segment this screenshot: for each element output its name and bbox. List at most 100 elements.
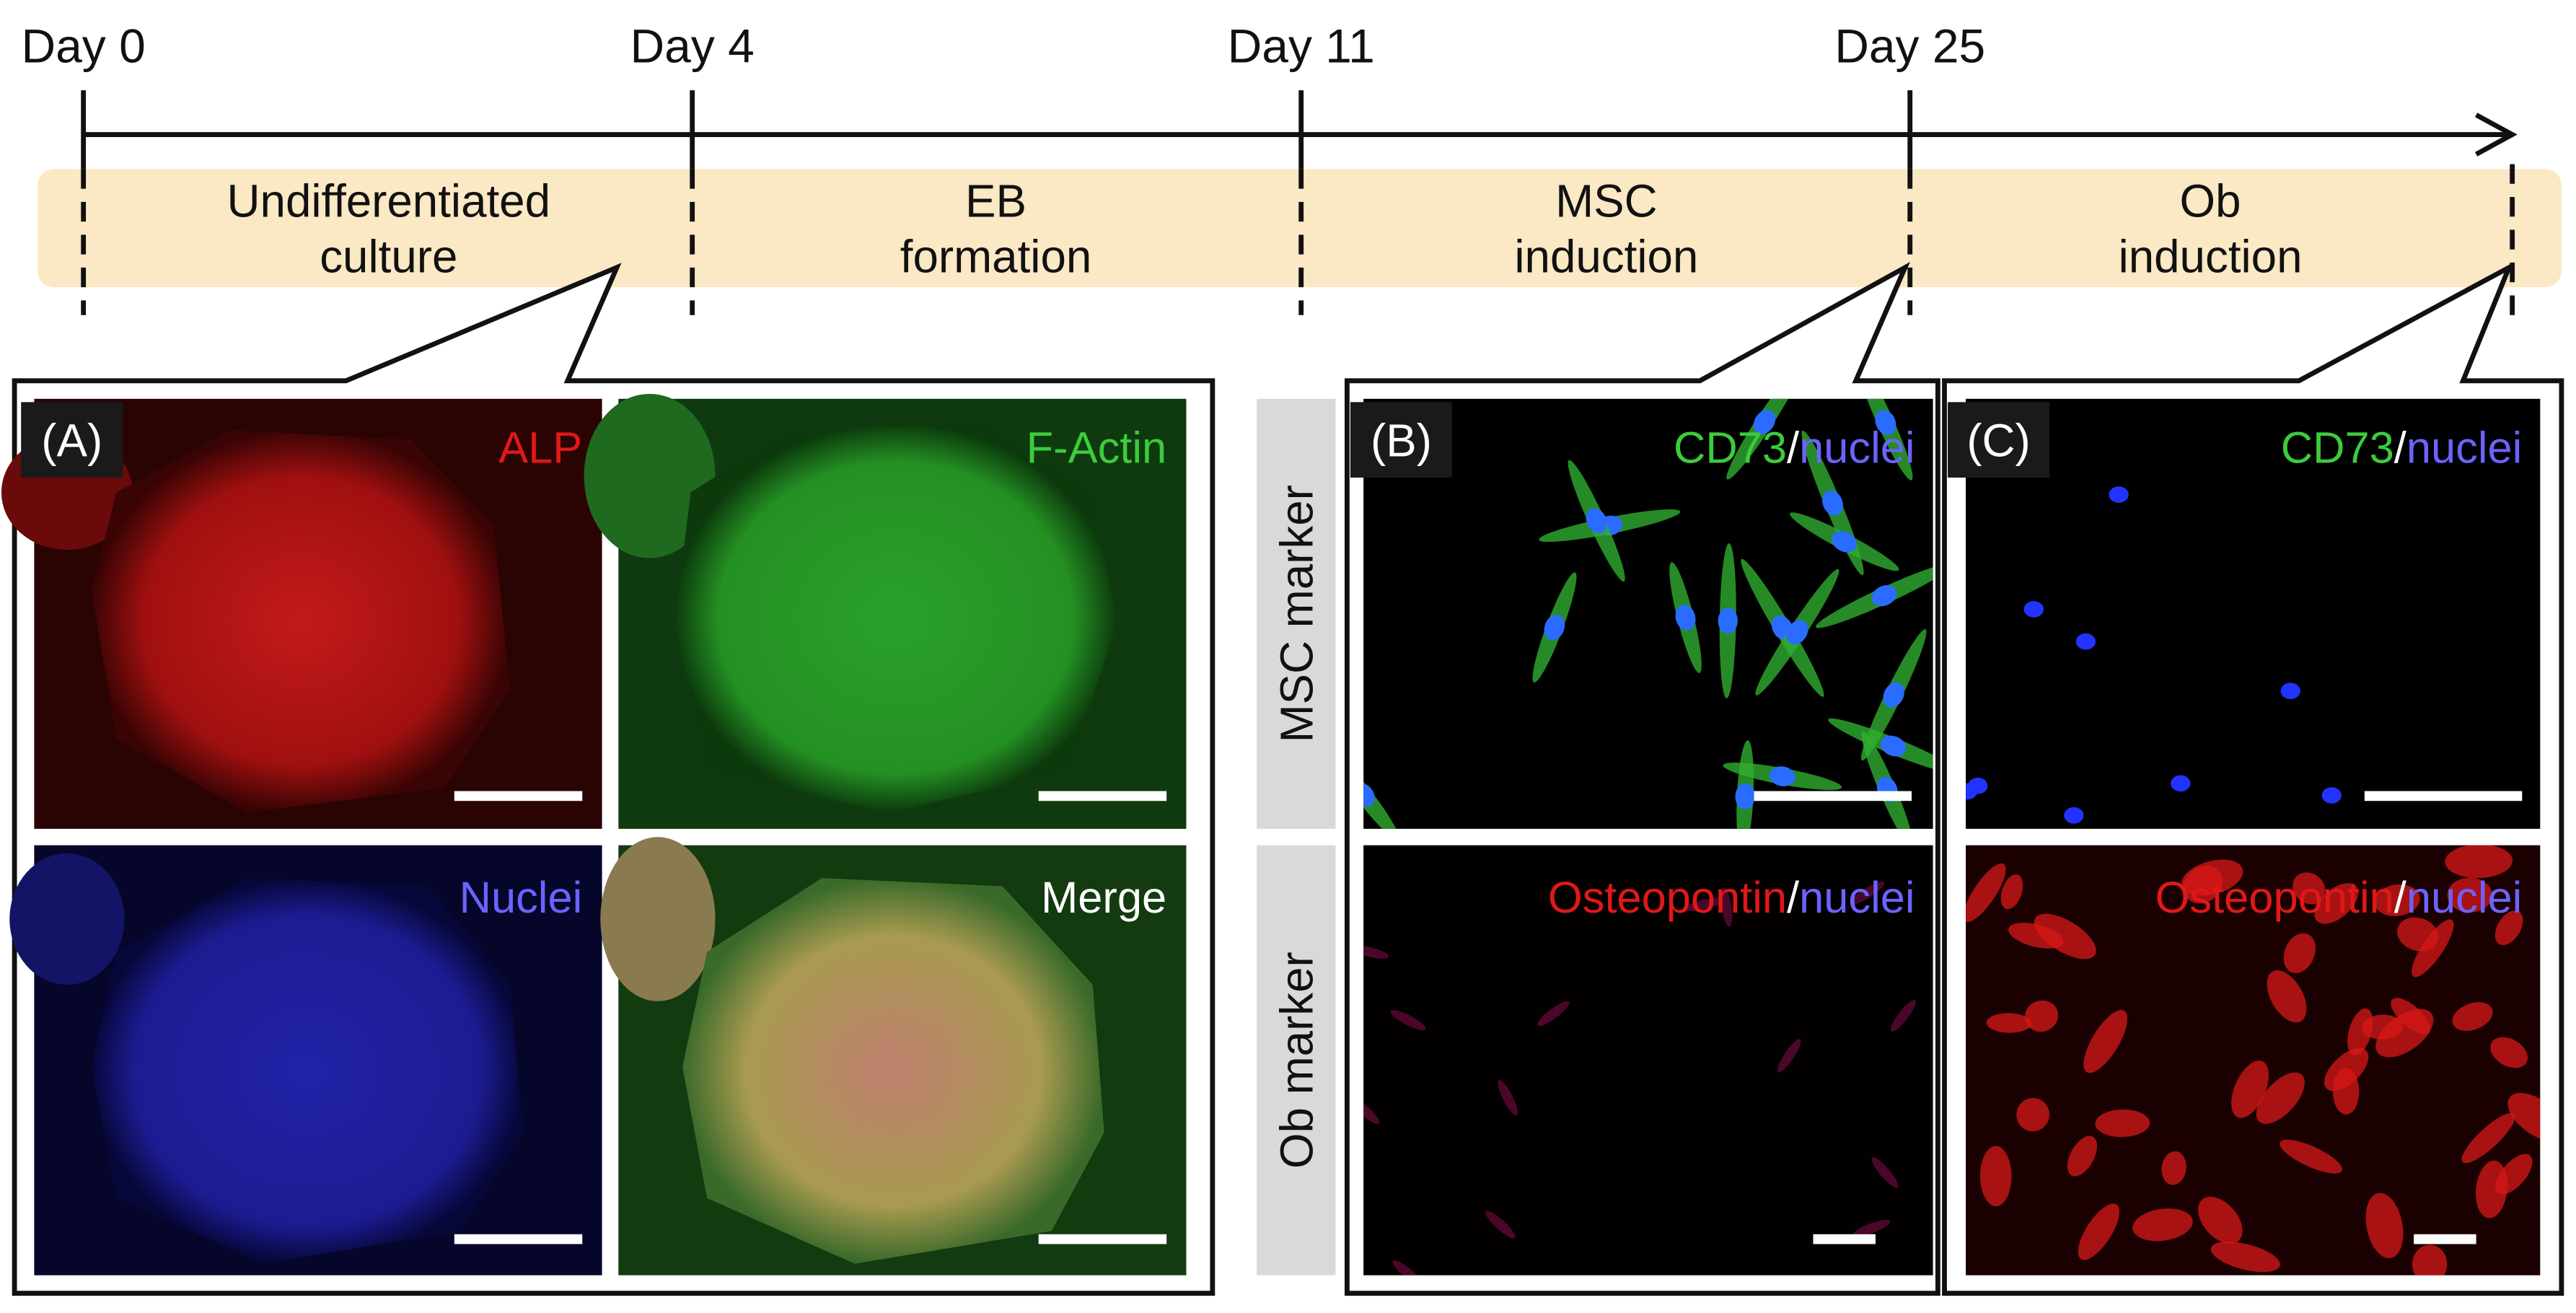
- cell: [2494, 910, 2523, 946]
- cell: [2332, 1068, 2360, 1115]
- stage-label: Ob: [2180, 175, 2241, 227]
- cell: [1720, 887, 1733, 927]
- cell: [2347, 1008, 2373, 1055]
- row-label-box: [1257, 845, 1336, 1275]
- cell: [2184, 865, 2223, 904]
- stain-part: /: [2394, 423, 2407, 473]
- stain-label: Merge: [1041, 873, 1166, 923]
- stain-part: CD73: [1674, 423, 1787, 473]
- micrograph: [584, 394, 1187, 829]
- day-label: Day 11: [1228, 19, 1375, 72]
- day-label: Day 25: [1834, 19, 1985, 72]
- cell: [2280, 1139, 2343, 1174]
- stain-part: /: [1787, 873, 1800, 923]
- cell: [1822, 490, 1843, 516]
- micrograph: [1, 398, 602, 829]
- cell: [1735, 783, 1755, 809]
- cell: [1979, 1146, 2012, 1207]
- cell: [2171, 775, 2191, 792]
- scale-bar: [454, 791, 2523, 1244]
- stain-label: Osteopontin/nuclei: [2155, 873, 2523, 923]
- cell: [2083, 1009, 2128, 1073]
- cell: [2161, 1151, 2186, 1185]
- day-label: Day 4: [630, 19, 755, 72]
- cell: [2412, 919, 2454, 978]
- cell: [2412, 1244, 2448, 1275]
- cell: [1498, 1079, 1518, 1115]
- panel-label-box: [1350, 402, 1452, 478]
- stage-label: Undifferentiated: [227, 175, 550, 227]
- micrograph: [600, 837, 1187, 1275]
- cell: [2280, 682, 2300, 700]
- panel-label-box: [21, 402, 123, 478]
- stain-part: nuclei: [2406, 423, 2522, 473]
- stage-label: culture: [320, 232, 457, 283]
- cells: [1966, 486, 2342, 824]
- panel-label: (C): [1966, 415, 2030, 466]
- arrow-head: [2474, 113, 2518, 157]
- cell: [1753, 409, 1776, 434]
- cell: [1890, 1000, 1916, 1032]
- cell: [1675, 605, 1696, 631]
- cell: [2067, 1136, 2098, 1177]
- micrograph: [1966, 845, 2541, 1275]
- cell: [1880, 735, 1907, 757]
- stain-label: ALP: [498, 423, 582, 473]
- cell: [1684, 897, 1723, 912]
- stain-label: F-Actin: [1027, 423, 1166, 473]
- cells: [1966, 845, 2541, 1275]
- cell: [2000, 874, 2023, 910]
- cell: [2256, 1072, 2305, 1124]
- cell: [2476, 1160, 2508, 1218]
- cell: [1586, 508, 1607, 534]
- stage-dividers: [81, 164, 2515, 315]
- cell: [2452, 1002, 2493, 1031]
- stain-label: CD73/nuclei: [2281, 423, 2523, 473]
- panel-label-box: [1948, 402, 2050, 478]
- cell: [1968, 777, 1988, 794]
- cell: [2461, 1112, 2515, 1164]
- cell: [1871, 585, 1897, 607]
- stain-part: nuclei: [1799, 423, 1915, 473]
- cell: [1390, 1010, 1426, 1031]
- cell: [2365, 1193, 2404, 1259]
- stain-label: Osteopontin/nuclei: [1548, 873, 1915, 923]
- cell: [1986, 1013, 2032, 1033]
- cell: [2321, 787, 2342, 804]
- cell: [1786, 620, 1808, 645]
- stain-label: CD73/nuclei: [1674, 423, 1915, 473]
- stain-part: nuclei: [1799, 873, 1915, 923]
- cell: [1363, 945, 1389, 959]
- cell: [2078, 1203, 2119, 1260]
- stain-label: Nuclei: [460, 873, 583, 923]
- cell: [2023, 601, 2044, 618]
- stage-band: [37, 169, 2562, 288]
- day-label: Day 0: [21, 19, 145, 72]
- cell: [2064, 807, 2084, 824]
- cell: [2267, 970, 2307, 1023]
- cell: [1777, 1039, 1801, 1073]
- cell: [2374, 884, 2420, 916]
- stage-label: formation: [900, 232, 1091, 283]
- cell: [1392, 1260, 1424, 1275]
- day-ticks: [81, 90, 1913, 170]
- cell: [2283, 933, 2316, 973]
- row-label: MSC marker: [1272, 485, 1323, 742]
- panel-label: (B): [1371, 415, 1432, 466]
- cell: [1966, 863, 2006, 923]
- stain-part: Osteopontin: [1548, 873, 1787, 923]
- cell: [1852, 1219, 1891, 1237]
- stage-label: induction: [2119, 232, 2303, 283]
- cell: [2075, 633, 2096, 650]
- stain-part: /: [1787, 423, 1800, 473]
- micrograph: [1363, 845, 1933, 1275]
- cell: [1718, 607, 1738, 634]
- cell: [2445, 845, 2513, 879]
- stage-label: MSC: [1555, 175, 1658, 227]
- cell: [1363, 1097, 1380, 1125]
- cell: [2016, 1097, 2050, 1132]
- cell: [2447, 877, 2492, 913]
- stain-part: Osteopontin: [2155, 873, 2394, 923]
- micrograph: [1966, 398, 2541, 829]
